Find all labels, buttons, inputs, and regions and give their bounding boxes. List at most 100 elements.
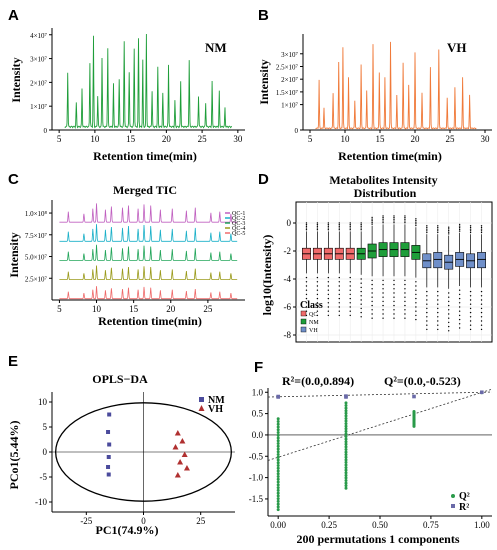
panel-d-y-tick-label--4: -4 — [284, 274, 292, 284]
panel-d-outlier-hi-14-0 — [458, 230, 461, 232]
panel-f-q2-point-0-13 — [276, 453, 280, 457]
panel-f-q2-point-0-14 — [276, 455, 280, 459]
panel-b-y-tick-label-1: 1×10⁷ — [281, 102, 298, 110]
panel-d-outlier-lo-10-9 — [415, 318, 417, 321]
panel-f-q2-point-0-9 — [276, 442, 280, 446]
panel-d-outlier-hi-9-0 — [404, 222, 406, 224]
panel-d-outlier-lo-12-1 — [437, 295, 439, 297]
panel-d-outlier-lo-8-0 — [393, 279, 395, 282]
panel-b-x-tick-label-30: 30 — [481, 134, 491, 144]
panel-d-outlier-lo-9-3 — [404, 292, 406, 294]
panel-c-y-tick-label-3: 1.0×10⁸ — [25, 210, 48, 218]
panel-e-vh-point-2 — [172, 444, 179, 450]
panel-b-y-tick-label-4: 2.5×10⁷ — [276, 63, 299, 71]
panel-d-outlier-hi-5-4 — [360, 222, 362, 224]
panel-e-legend-label-vh: VH — [208, 404, 223, 415]
panel-f-q2-point-0-17 — [276, 464, 280, 468]
panel-f-legend-swatch-r2 — [451, 504, 455, 508]
panel-d-outlier-lo-14-3 — [458, 302, 461, 304]
panel-d-outlier-lo-1-8 — [316, 310, 319, 312]
panel-d-outlier-lo-5-6 — [360, 303, 362, 305]
panel-e-ylabel: PCo1(5.44%) — [7, 421, 21, 490]
panel-d-outlier-hi-3-4 — [338, 222, 340, 224]
panel-d-legend-label-nm: NM — [309, 320, 319, 326]
panel-d-outlier-lo-4-1 — [349, 281, 351, 283]
panel-d-outlier-lo-15-9 — [469, 328, 472, 331]
panel-d-outlier-lo-2-7 — [327, 306, 330, 308]
panel-d-outlier-lo-9-7 — [404, 309, 406, 311]
panel-d-outlier-hi-8-4 — [393, 215, 395, 217]
panel-d-outlier-lo-14-2 — [458, 297, 461, 300]
panel-d-outlier-hi-11-4 — [426, 225, 428, 227]
panel-f-r2-annotation: R²=(0.0,0.894) — [282, 374, 354, 388]
panel-d-outlier-lo-2-9 — [327, 314, 330, 317]
panel-d-outlier-hi-16-4 — [480, 225, 483, 227]
panel-d-outlier-lo-7-2 — [382, 288, 384, 290]
panel-d-outlier-lo-16-6 — [480, 316, 483, 318]
panel-f-q2-point-0-18 — [276, 466, 280, 470]
panel-d-outlier-lo-11-0 — [426, 290, 428, 293]
panel-d-outlier-lo-4-2 — [349, 285, 351, 287]
panel-d-outlier-lo-4-3 — [349, 289, 351, 291]
panel-a-y-tick-label-1: 1×10⁷ — [30, 103, 47, 111]
panel-e-vh-point-5 — [183, 465, 190, 471]
panel-d-outlier-lo-10-0 — [415, 281, 417, 283]
panel-d-outlier-lo-6-0 — [371, 279, 373, 282]
panel-d-outlier-lo-12-7 — [437, 320, 439, 322]
panel-f-y-tick-label-0: 1.0 — [252, 387, 264, 397]
panel-letter-f: F — [254, 359, 263, 376]
panel-f-q2-point-0-8 — [276, 439, 280, 443]
panel-f-q2-point-0-0 — [276, 417, 280, 421]
panel-d-legend-label-qc: QC — [309, 312, 317, 318]
panel-f-q2-point-1-6 — [344, 416, 348, 420]
panel-f-q2-point-1-11 — [344, 429, 348, 433]
panel-d-outlier-lo-10-4 — [415, 297, 417, 300]
panel-d-outlier-hi-7-1 — [382, 220, 384, 222]
panel-e-legend-label-nm: NM — [208, 395, 225, 406]
panel-d-outlier-lo-15-5 — [469, 311, 472, 314]
panel-d-outlier-lo-9-2 — [404, 288, 406, 290]
panel-e-x-tick-label-25: 25 — [196, 516, 206, 526]
panel-d-outlier-lo-2-8 — [327, 310, 330, 312]
panel-d-outlier-lo-13-9 — [448, 330, 450, 332]
panel-d-outlier-lo-14-9 — [458, 327, 461, 329]
panel-d-outlier-lo-0-5 — [305, 297, 308, 300]
panel-d-outlier-lo-7-4 — [382, 296, 384, 298]
panel-d-outlier-hi-15-3 — [469, 226, 472, 229]
panel-f-q2-point-0-11 — [276, 447, 280, 451]
panel-e-xlabel: PC1(74.9%) — [96, 523, 159, 537]
panel-d-outlier-lo-13-1 — [448, 296, 450, 298]
panel-f-y-tick-label-1: 0.5 — [252, 409, 264, 419]
panel-f-q2-point-0-31 — [276, 502, 280, 506]
panel-d-outlier-hi-1-0 — [316, 229, 319, 231]
panel-e-y-tick-label-0: 0 — [43, 447, 48, 457]
panel-a-x-tick-label-20: 20 — [162, 134, 172, 144]
panel-d-outlier-hi-4-0 — [349, 229, 351, 231]
panel-a-x-tick-label-30: 30 — [233, 134, 243, 144]
panel-d-outlier-lo-15-8 — [469, 324, 472, 326]
panel-b-trace — [315, 41, 477, 130]
panel-a-x-tick-label-10: 10 — [90, 134, 100, 144]
panel-d-outlier-lo-0-7 — [305, 306, 308, 308]
panel-e-confidence-ellipse — [55, 402, 232, 502]
panel-a-x-tick-label-25: 25 — [198, 134, 208, 144]
panel-d-outlier-hi-1-4 — [316, 222, 319, 224]
panel-c-legend-label-4: QC-4 — [232, 226, 245, 232]
panel-f-q2-point-1-2 — [344, 406, 348, 410]
panel-d-outlier-hi-13-4 — [448, 226, 450, 228]
panel-d-legend-swatch-vh — [300, 326, 307, 333]
panel-d-outlier-lo-8-6 — [393, 304, 395, 307]
panel-f-q2-point-0-21 — [276, 475, 280, 479]
panel-d-outlier-hi-9-4 — [404, 215, 406, 217]
panel-c-trace-3 — [59, 244, 238, 261]
panel-d-outlier-lo-13-6 — [448, 317, 450, 319]
panel-d-outlier-hi-4-4 — [349, 222, 351, 224]
panel-d-outlier-lo-6-5 — [371, 300, 373, 303]
panel-d-outlier-lo-6-4 — [371, 296, 373, 298]
panel-d-outlier-lo-11-5 — [426, 311, 428, 314]
panel-d-outlier-hi-10-2 — [415, 221, 417, 223]
panel-f-q2-point-1-32 — [344, 484, 348, 488]
panel-d-outlier-lo-8-3 — [393, 292, 395, 294]
panel-f-q2-point-0-33 — [276, 508, 280, 512]
